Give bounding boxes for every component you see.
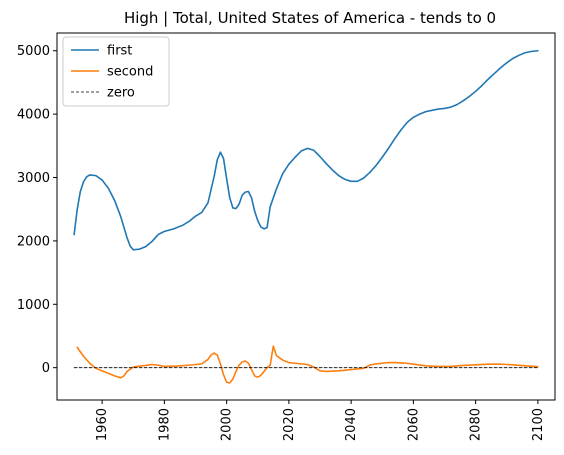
x-tick-label-2020: 2020 [282, 408, 297, 441]
x-axis: 1960 1980 2000 2020 2040 2060 2080 2100 [95, 400, 546, 441]
series-line-first [73, 49, 539, 251]
x-tick-label-1980: 1980 [157, 408, 172, 441]
x-tick-label-2060: 2060 [406, 408, 421, 441]
x-tick-label-2100: 2100 [531, 408, 546, 441]
legend-label-zero: zero [107, 86, 135, 101]
x-tick-label-2080: 2080 [469, 408, 484, 441]
legend-label-second: second [107, 65, 153, 80]
legend: first second zero [62, 36, 170, 107]
legend-box [62, 36, 170, 107]
y-tick-label-0: 0 [42, 361, 50, 376]
legend-label-first: first [107, 44, 132, 59]
y-tick-label-3000: 3000 [17, 171, 50, 186]
plot-area [56, 32, 556, 401]
plot-frame [56, 32, 556, 401]
y-tick-label-1000: 1000 [17, 298, 50, 313]
chart-title: High | Total, United States of America -… [124, 9, 496, 27]
series-line-second [76, 345, 539, 384]
x-tick-label-2040: 2040 [344, 408, 359, 441]
x-tick-label-2000: 2000 [220, 408, 235, 441]
y-tick-label-2000: 2000 [17, 234, 50, 249]
y-axis: 0 1000 2000 3000 4000 5000 [17, 44, 57, 376]
x-tick-label-1960: 1960 [95, 408, 110, 441]
y-tick-label-5000: 5000 [17, 44, 50, 59]
y-tick-label-4000: 4000 [17, 108, 50, 123]
